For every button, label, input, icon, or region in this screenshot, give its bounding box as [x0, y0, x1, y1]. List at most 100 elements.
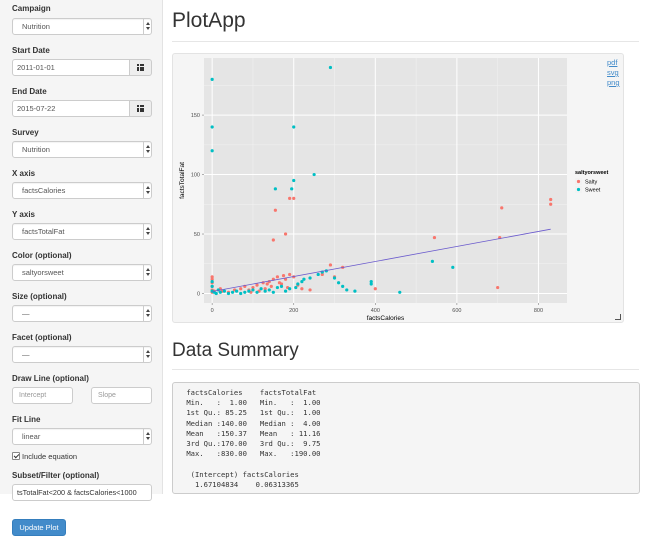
- data-point-salty: [308, 288, 312, 292]
- data-point-sweet: [369, 282, 373, 286]
- data-point-salty: [496, 285, 500, 290]
- end-date-calendar-button[interactable]: [130, 100, 152, 117]
- campaign-select-value: Nutrition: [22, 22, 50, 31]
- data-point-sweet: [316, 272, 320, 277]
- legend-title: saltyorsweet: [575, 170, 608, 176]
- data-point-salty: [273, 208, 277, 212]
- y-tick-label: 100: [191, 173, 200, 179]
- x-axis-title: factsCalories: [367, 315, 405, 322]
- data-point-sweet: [273, 187, 277, 191]
- data-point-salty: [300, 287, 304, 291]
- download-links: pdf svg png: [607, 58, 620, 88]
- x-tick-label: 400: [371, 308, 380, 314]
- data-point-salty: [373, 287, 377, 291]
- checkmark-icon[interactable]: [12, 452, 20, 460]
- data-point-sweet: [430, 259, 435, 263]
- update-plot-button[interactable]: Update Plot: [12, 519, 66, 536]
- divider: [172, 41, 639, 42]
- include-equation-checkbox[interactable]: Include equation: [12, 451, 151, 461]
- data-point-sweet: [398, 290, 402, 294]
- data-point-sweet: [251, 288, 255, 292]
- data-point-sweet: [341, 284, 345, 288]
- x-tick-label: 0: [211, 308, 214, 314]
- data-point-sweet: [239, 291, 243, 296]
- fit-line: [212, 228, 551, 292]
- subset-filter-input[interactable]: tsTotalFat<200 & factsCalories<1000: [12, 484, 152, 501]
- subset-filter-label: Subset/Filter (optional): [12, 471, 100, 480]
- data-point-salty: [292, 196, 296, 200]
- start-date-calendar-button[interactable]: [130, 59, 152, 76]
- data-point-sweet: [336, 281, 341, 285]
- data-point-sweet: [328, 65, 333, 70]
- start-date-picker[interactable]: 2011-01-01: [12, 59, 152, 76]
- download-svg-link[interactable]: svg: [607, 68, 619, 77]
- survey-select[interactable]: Nutrition: [12, 141, 152, 158]
- legend-label-sweet: Sweet: [585, 188, 601, 194]
- include-equation-label: Include equation: [22, 451, 78, 461]
- facet-select[interactable]: —: [12, 346, 152, 363]
- fit-line-select-value: linear: [22, 432, 41, 441]
- data-point-salty: [265, 282, 269, 286]
- summary-output: factsCalories factsTotalFat Min. : 1.00 …: [172, 382, 640, 494]
- data-point-sweet: [214, 291, 218, 296]
- data-point-salty: [549, 197, 553, 202]
- data-point-sweet: [302, 277, 306, 281]
- data-point-sweet: [271, 290, 275, 294]
- data-point-sweet: [451, 265, 455, 269]
- data-point-sweet: [290, 187, 294, 191]
- data-point-salty: [549, 202, 553, 206]
- start-date-input[interactable]: 2011-01-01: [12, 59, 130, 76]
- data-point-sweet: [243, 290, 247, 294]
- data-point-sweet: [230, 290, 235, 294]
- x-tick-label: 600: [452, 308, 461, 314]
- data-point-sweet: [263, 289, 267, 293]
- main-panel: PlotApp 0 200 400 600 800 0 50 100 150 factsCalor…: [163, 0, 649, 494]
- calendar-icon: [137, 64, 144, 71]
- resize-handle-icon[interactable]: [615, 314, 621, 320]
- x-axis-select[interactable]: factsCalories: [12, 182, 152, 199]
- y-axis-select[interactable]: factsTotalFat: [12, 223, 152, 240]
- x-tick-label: 800: [534, 308, 543, 314]
- data-point-salty: [255, 283, 259, 287]
- fit-line-select[interactable]: linear: [12, 428, 152, 445]
- download-png-link[interactable]: png: [607, 78, 620, 87]
- campaign-select[interactable]: Nutrition: [12, 18, 152, 35]
- intercept-input[interactable]: Intercept: [12, 387, 73, 404]
- slope-input[interactable]: Slope: [91, 387, 152, 404]
- data-point-sweet: [292, 125, 296, 129]
- draw-line-inputs: Intercept Slope: [12, 387, 152, 404]
- data-point-sweet: [288, 287, 292, 291]
- updown-caret-icon: [143, 19, 151, 34]
- data-point-sweet: [345, 288, 349, 292]
- updown-caret-icon: [143, 265, 151, 280]
- data-point-sweet: [259, 287, 263, 291]
- x-axis-select-value: factsCalories: [22, 186, 66, 195]
- data-point-sweet: [369, 279, 373, 284]
- facet-select-value: —: [22, 350, 30, 359]
- legend-key-point-sweet: [576, 187, 581, 192]
- y-axis-title: factsTotalFat: [179, 162, 186, 199]
- calendar-icon: [137, 105, 144, 112]
- data-point-sweet: [267, 288, 271, 292]
- download-pdf-link[interactable]: pdf: [607, 58, 618, 67]
- data-point-sweet: [226, 291, 231, 296]
- data-point-salty: [210, 275, 214, 279]
- y-tick-label: 150: [191, 113, 200, 119]
- survey-label: Survey: [12, 128, 39, 137]
- data-point-sweet: [283, 289, 288, 293]
- end-date-input[interactable]: 2015-07-22: [12, 100, 130, 117]
- updown-caret-icon: [143, 224, 151, 239]
- data-point-sweet: [275, 285, 280, 290]
- data-point-sweet: [308, 276, 312, 280]
- plot-panel: 0 200 400 600 800 0 50 100 150 factsCalories facts…: [172, 53, 624, 323]
- data-point-salty: [275, 275, 280, 279]
- data-point-sweet: [222, 289, 226, 293]
- data-point-salty: [283, 232, 288, 236]
- data-point-salty: [432, 235, 437, 240]
- y-tick-label: 50: [194, 232, 200, 238]
- size-select[interactable]: —: [12, 305, 152, 322]
- size-select-value: —: [22, 309, 30, 318]
- end-date-picker[interactable]: 2015-07-22: [12, 100, 152, 117]
- data-point-sweet: [255, 290, 259, 294]
- color-select[interactable]: saltyorsweet: [12, 264, 152, 281]
